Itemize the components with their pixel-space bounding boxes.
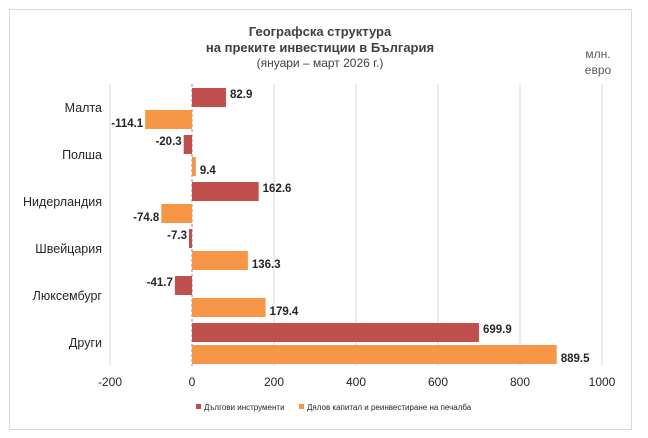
data-label: -114.1 <box>111 118 144 130</box>
x-tick-label: 1000 <box>589 375 616 389</box>
data-label: 179.4 <box>270 306 299 318</box>
x-tick-label: 600 <box>428 375 448 389</box>
data-label: 162.6 <box>263 183 292 195</box>
data-label: 699.9 <box>483 324 512 336</box>
category-label: Други <box>69 336 102 350</box>
data-label: -41.7 <box>147 277 173 289</box>
unit-label-line2: евро <box>585 63 612 77</box>
x-tick-label: 0 <box>189 375 196 389</box>
category-label: Полша <box>62 148 102 162</box>
bar <box>189 229 192 248</box>
x-tick-label: 400 <box>346 375 366 389</box>
data-label: 136.3 <box>252 259 281 271</box>
bar <box>192 345 557 364</box>
bar <box>161 204 192 223</box>
x-tick-label: -200 <box>98 375 122 389</box>
category-label: Швейцария <box>35 242 102 256</box>
bar <box>183 135 192 154</box>
bar <box>192 298 266 317</box>
x-tick-label: 200 <box>264 375 284 389</box>
legend: Дългови инструменти Дялов капитал и реинв… <box>196 403 472 412</box>
legend-label: Дялов капитал и реинвестиране на печалба <box>307 403 472 412</box>
chart-title-line2: на преките инвестиции в България <box>206 40 434 55</box>
data-label: -7.3 <box>167 230 187 242</box>
data-label: 9.4 <box>200 165 217 177</box>
legend-label: Дългови инструменти <box>204 403 285 412</box>
bar <box>192 323 479 342</box>
bar <box>192 182 259 201</box>
bar <box>192 251 248 270</box>
bar <box>192 88 226 107</box>
unit-label-line1: млн. <box>585 47 610 61</box>
category-label: Люксембург <box>33 289 103 303</box>
category-label: Малта <box>65 101 102 115</box>
chart-title: Географска структура <box>249 24 392 39</box>
bars <box>145 88 557 364</box>
bar <box>145 110 192 129</box>
data-label: 889.5 <box>561 353 590 365</box>
data-label: -20.3 <box>155 136 181 148</box>
data-label: -74.8 <box>133 212 160 224</box>
data-label: 82.9 <box>230 89 252 101</box>
bar <box>192 157 196 176</box>
x-tick-label: 800 <box>510 375 530 389</box>
data-labels: 82.9 -114.1 -20.3 9.4 162.6 -74.8 -7.3 136.3 -41… <box>111 89 590 365</box>
category-labels: Малта Полша Нидерландия Швейцария Люксембург… <box>23 101 102 350</box>
category-label: Нидерландия <box>23 195 102 209</box>
legend-swatch <box>196 404 201 409</box>
bar <box>174 276 192 295</box>
legend-swatch <box>299 404 304 409</box>
x-tick-labels: -200 0 200 400 600 800 1000 <box>98 375 616 389</box>
chart-subtitle: (януари – март 2026 г.) <box>257 56 384 70</box>
gridlines <box>109 84 603 366</box>
